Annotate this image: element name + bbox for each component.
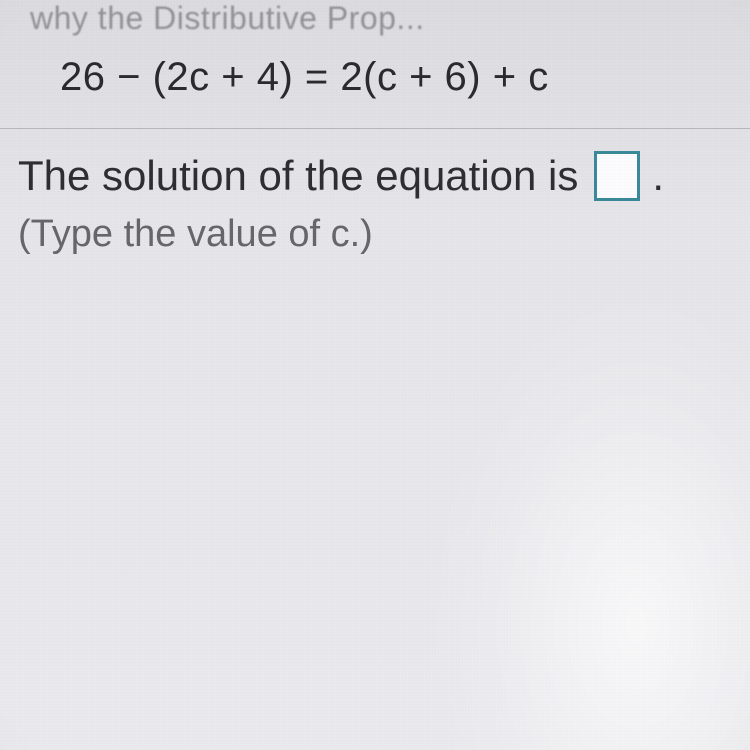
answer-input[interactable] [594,151,640,201]
instruction-text: (Type the value of c.) [0,209,750,276]
solution-prompt-row: The solution of the equation is . [0,129,750,209]
equation-text: 26 − (2c + 4) = 2(c + 6) + c [0,45,750,128]
period-mark: . [652,152,664,200]
solution-prompt-text: The solution of the equation is [18,152,578,200]
partial-header-text: why the Distributive Prop... [0,0,750,45]
worksheet-panel: why the Distributive Prop... 26 − (2c + … [0,0,750,750]
screen-glare [370,250,750,750]
